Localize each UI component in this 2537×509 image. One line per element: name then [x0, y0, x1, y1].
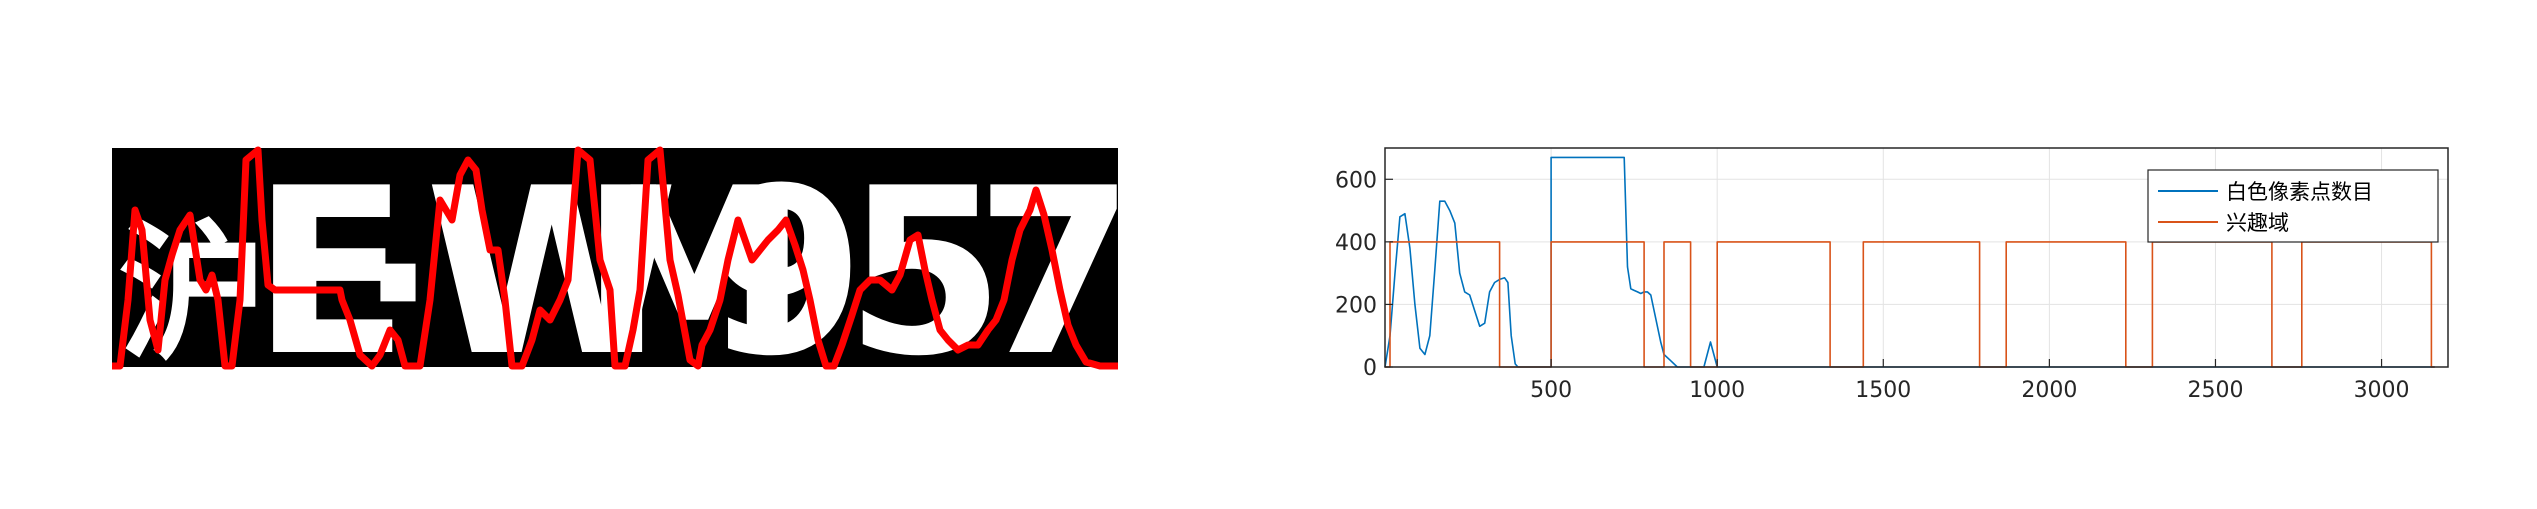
x-tick-label: 2500 — [2187, 378, 2243, 403]
plate-projection-curve — [112, 146, 1118, 370]
axes: 500 1000 1500 2000 2500 3000 0 200 400 600 — [1335, 168, 2410, 403]
legend-label-roi: 兴趣域 — [2226, 211, 2289, 235]
x-tick-label: 2000 — [2021, 378, 2077, 403]
plate-char-4: W — [425, 140, 679, 407]
x-tick-label: 1500 — [1855, 378, 1911, 403]
y-tick-label: 600 — [1335, 168, 1377, 193]
legend: 白色像素点数目 兴趣域 — [2147, 169, 2439, 243]
plate-char-6: 9 — [705, 140, 865, 407]
legend-box — [2147, 169, 2439, 243]
legend-label-pixel-count: 白色像素点数目 — [2226, 180, 2373, 204]
x-tick-label: 3000 — [2354, 378, 2410, 403]
x-tick-label: 500 — [1530, 378, 1572, 403]
plate-image: 沪 E · W M 9 5 7 — [112, 140, 1135, 407]
y-tick-label: 0 — [1363, 356, 1377, 381]
y-tick-label: 400 — [1335, 231, 1377, 256]
line-chart: 500 1000 1500 2000 2500 3000 0 200 400 600 白色像素点数… — [1335, 147, 2449, 403]
x-tick-label: 1000 — [1689, 378, 1745, 403]
y-tick-label: 200 — [1335, 293, 1377, 318]
plate-char-2: E — [252, 140, 409, 407]
plot-frame — [1384, 147, 2449, 368]
